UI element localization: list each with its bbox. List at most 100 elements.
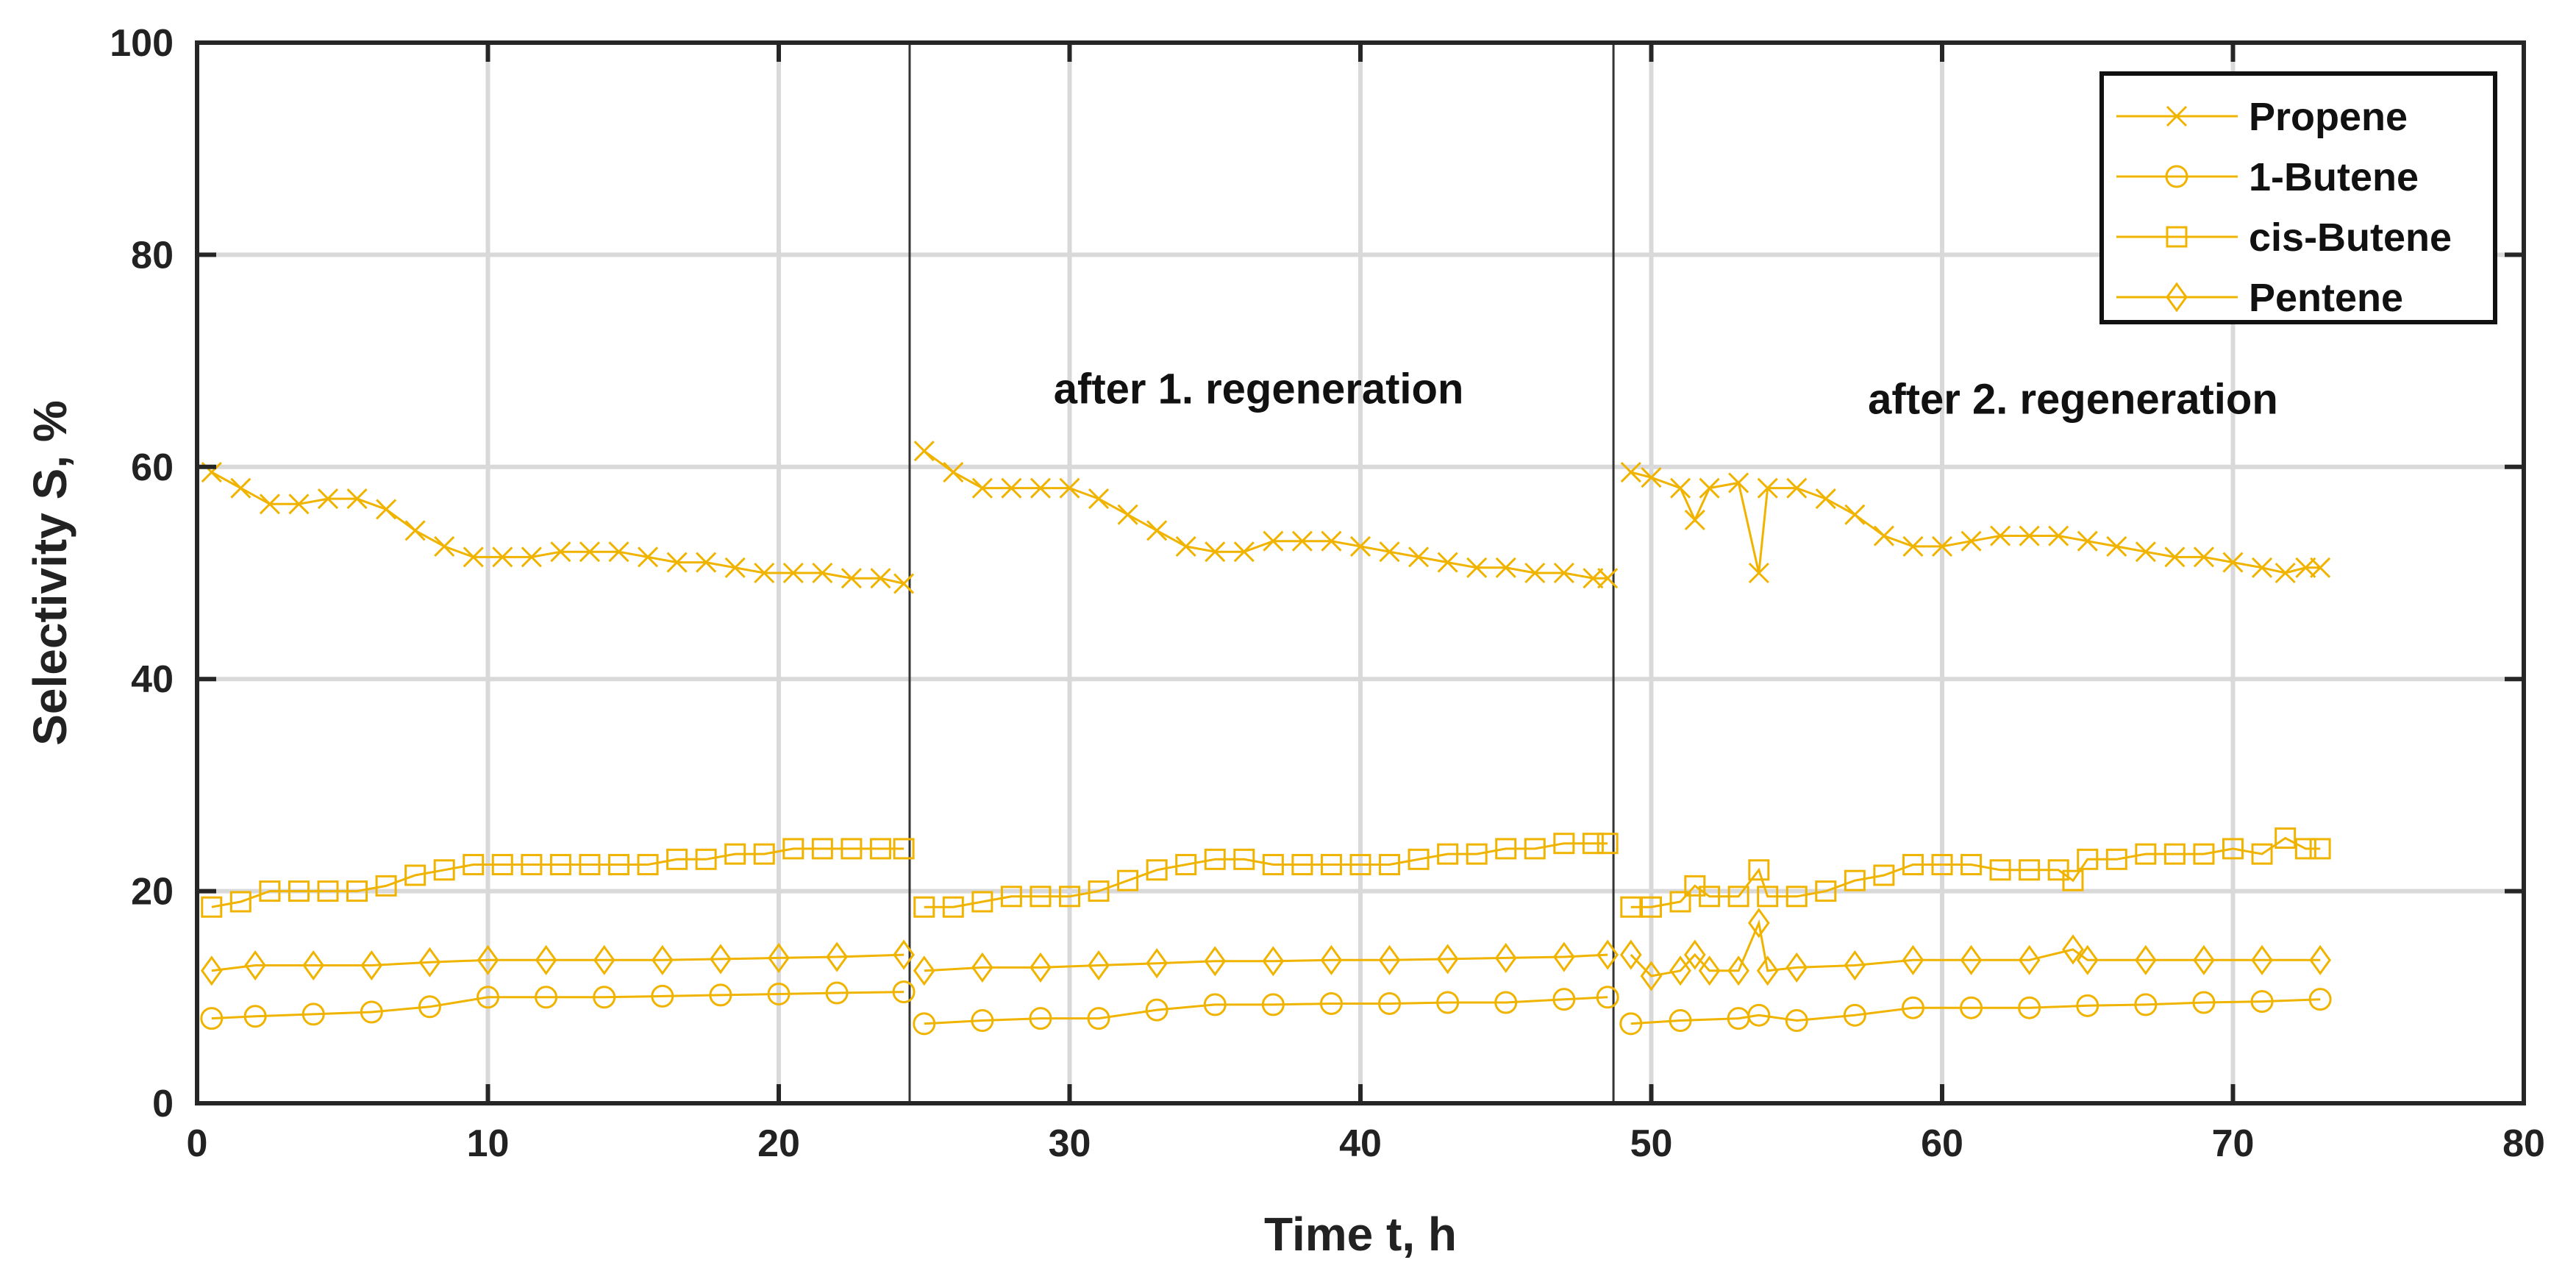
legend-entry-1-butene: 1-Butene	[2116, 155, 2419, 199]
cis-butene-point	[433, 859, 455, 881]
cis-butene-line	[924, 842, 1608, 908]
legend-marker-cis-butene	[2166, 226, 2188, 248]
propene-point	[696, 552, 717, 573]
cis-butene-point	[1030, 886, 1052, 908]
propene-point	[1205, 541, 1226, 563]
pentene-point	[1669, 955, 1691, 986]
legend-marker-propene	[2166, 105, 2188, 127]
1-butene-point	[1552, 988, 1576, 1011]
1-butene-point	[1619, 1012, 1643, 1036]
cis-butene-point	[2135, 843, 2157, 865]
cis-butene-point	[1931, 854, 1953, 876]
propene-point	[1815, 488, 1836, 510]
pentene-point	[1436, 944, 1459, 975]
pentene-point	[360, 950, 383, 981]
pentene-point	[1960, 944, 1983, 975]
propene-point	[1030, 477, 1052, 499]
cis-butene-point	[1582, 833, 1604, 855]
pentene-point	[2076, 944, 2099, 975]
pentene-point	[302, 950, 325, 981]
pentene-point	[971, 952, 993, 983]
propene-point	[1757, 477, 1778, 499]
pentene-point	[477, 944, 499, 975]
cis-butene-point	[1466, 843, 1488, 865]
pentene-point	[200, 955, 223, 986]
propene-point	[2295, 557, 2316, 578]
x-tick-label: 50	[1630, 1122, 1673, 1165]
1-butene-point	[2308, 988, 2332, 1011]
cis-butene-point	[521, 854, 543, 876]
propene-point	[521, 546, 542, 568]
cis-butene-point	[549, 854, 571, 876]
pentene-point	[1698, 955, 1721, 986]
propene-point	[812, 562, 833, 584]
cis-butene-point	[2193, 843, 2215, 865]
cis-butene-point	[1757, 886, 1779, 908]
propene-point	[2106, 535, 2127, 558]
propene-point	[346, 488, 368, 510]
series-layer	[200, 441, 2332, 1036]
cis-butene-line	[211, 847, 905, 908]
cis-butene-point	[1785, 886, 1808, 908]
propene-point	[1553, 562, 1574, 584]
cis-butene-point	[1000, 886, 1022, 908]
cis-butene-point	[2294, 838, 2316, 860]
1-butene-point	[1261, 993, 1285, 1016]
1-butene-point	[1960, 996, 1983, 1019]
propene-point	[913, 441, 935, 462]
1-butene-point	[477, 986, 499, 1009]
1-butene-point	[2250, 990, 2274, 1014]
propene-point	[1088, 488, 1110, 510]
1-butene-point	[1494, 991, 1518, 1014]
propene-point	[1844, 504, 1866, 525]
1-butene-point	[1203, 993, 1227, 1016]
1-butene-point	[593, 986, 616, 1009]
cis-butene-point	[2222, 838, 2244, 860]
cis-butene-point	[913, 896, 935, 918]
cis-butene-point	[666, 848, 688, 870]
legend-label-1-butene: 1-Butene	[2249, 155, 2419, 199]
propene-point	[1684, 509, 1705, 530]
propene-point	[1291, 530, 1313, 552]
pentene-point	[913, 955, 935, 986]
pentene-point	[2309, 944, 2332, 975]
pentene-line	[924, 953, 1608, 972]
propene-point	[463, 546, 484, 568]
cis-butene-point	[841, 838, 863, 860]
1-butene-point	[1669, 1009, 1692, 1033]
propene-point	[404, 520, 426, 541]
propene-point	[2222, 552, 2244, 573]
propene-point	[943, 461, 964, 483]
legend-marker-1-butene	[2165, 165, 2188, 188]
propene-point	[2135, 541, 2156, 563]
cis-butene-point	[811, 838, 833, 860]
propene-point	[492, 546, 513, 568]
pentene-point	[244, 950, 266, 981]
1-butene-line	[924, 996, 1608, 1025]
propene-point	[608, 541, 629, 563]
propene-point	[1524, 562, 1546, 584]
propene-point	[637, 546, 659, 568]
1-butene-point	[302, 1003, 325, 1026]
propene-point	[1001, 477, 1022, 499]
1-butene-point	[892, 980, 916, 1004]
cis-butene-point	[1620, 896, 1642, 918]
pentene-point	[2018, 944, 2041, 975]
propene-point	[2310, 557, 2331, 578]
1-butene-point	[360, 1000, 383, 1024]
x-tick-label: 80	[2502, 1122, 2545, 1165]
cis-butene-point	[1495, 838, 1517, 860]
cis-butene-point	[2105, 848, 2127, 870]
propene-point	[1495, 557, 1516, 578]
y-tick-label: 60	[131, 446, 174, 489]
legend-entry-propene: Propene	[2116, 95, 2408, 139]
pentene-point	[1204, 946, 1227, 977]
cis-butene-point	[1596, 833, 1619, 855]
pentene-point	[893, 939, 915, 970]
pentene-point	[1494, 942, 1517, 974]
pentene-point	[1088, 950, 1110, 981]
pentene-point	[1640, 961, 1663, 991]
cis-butene-point	[346, 880, 368, 902]
pentene-point	[1619, 939, 1642, 970]
